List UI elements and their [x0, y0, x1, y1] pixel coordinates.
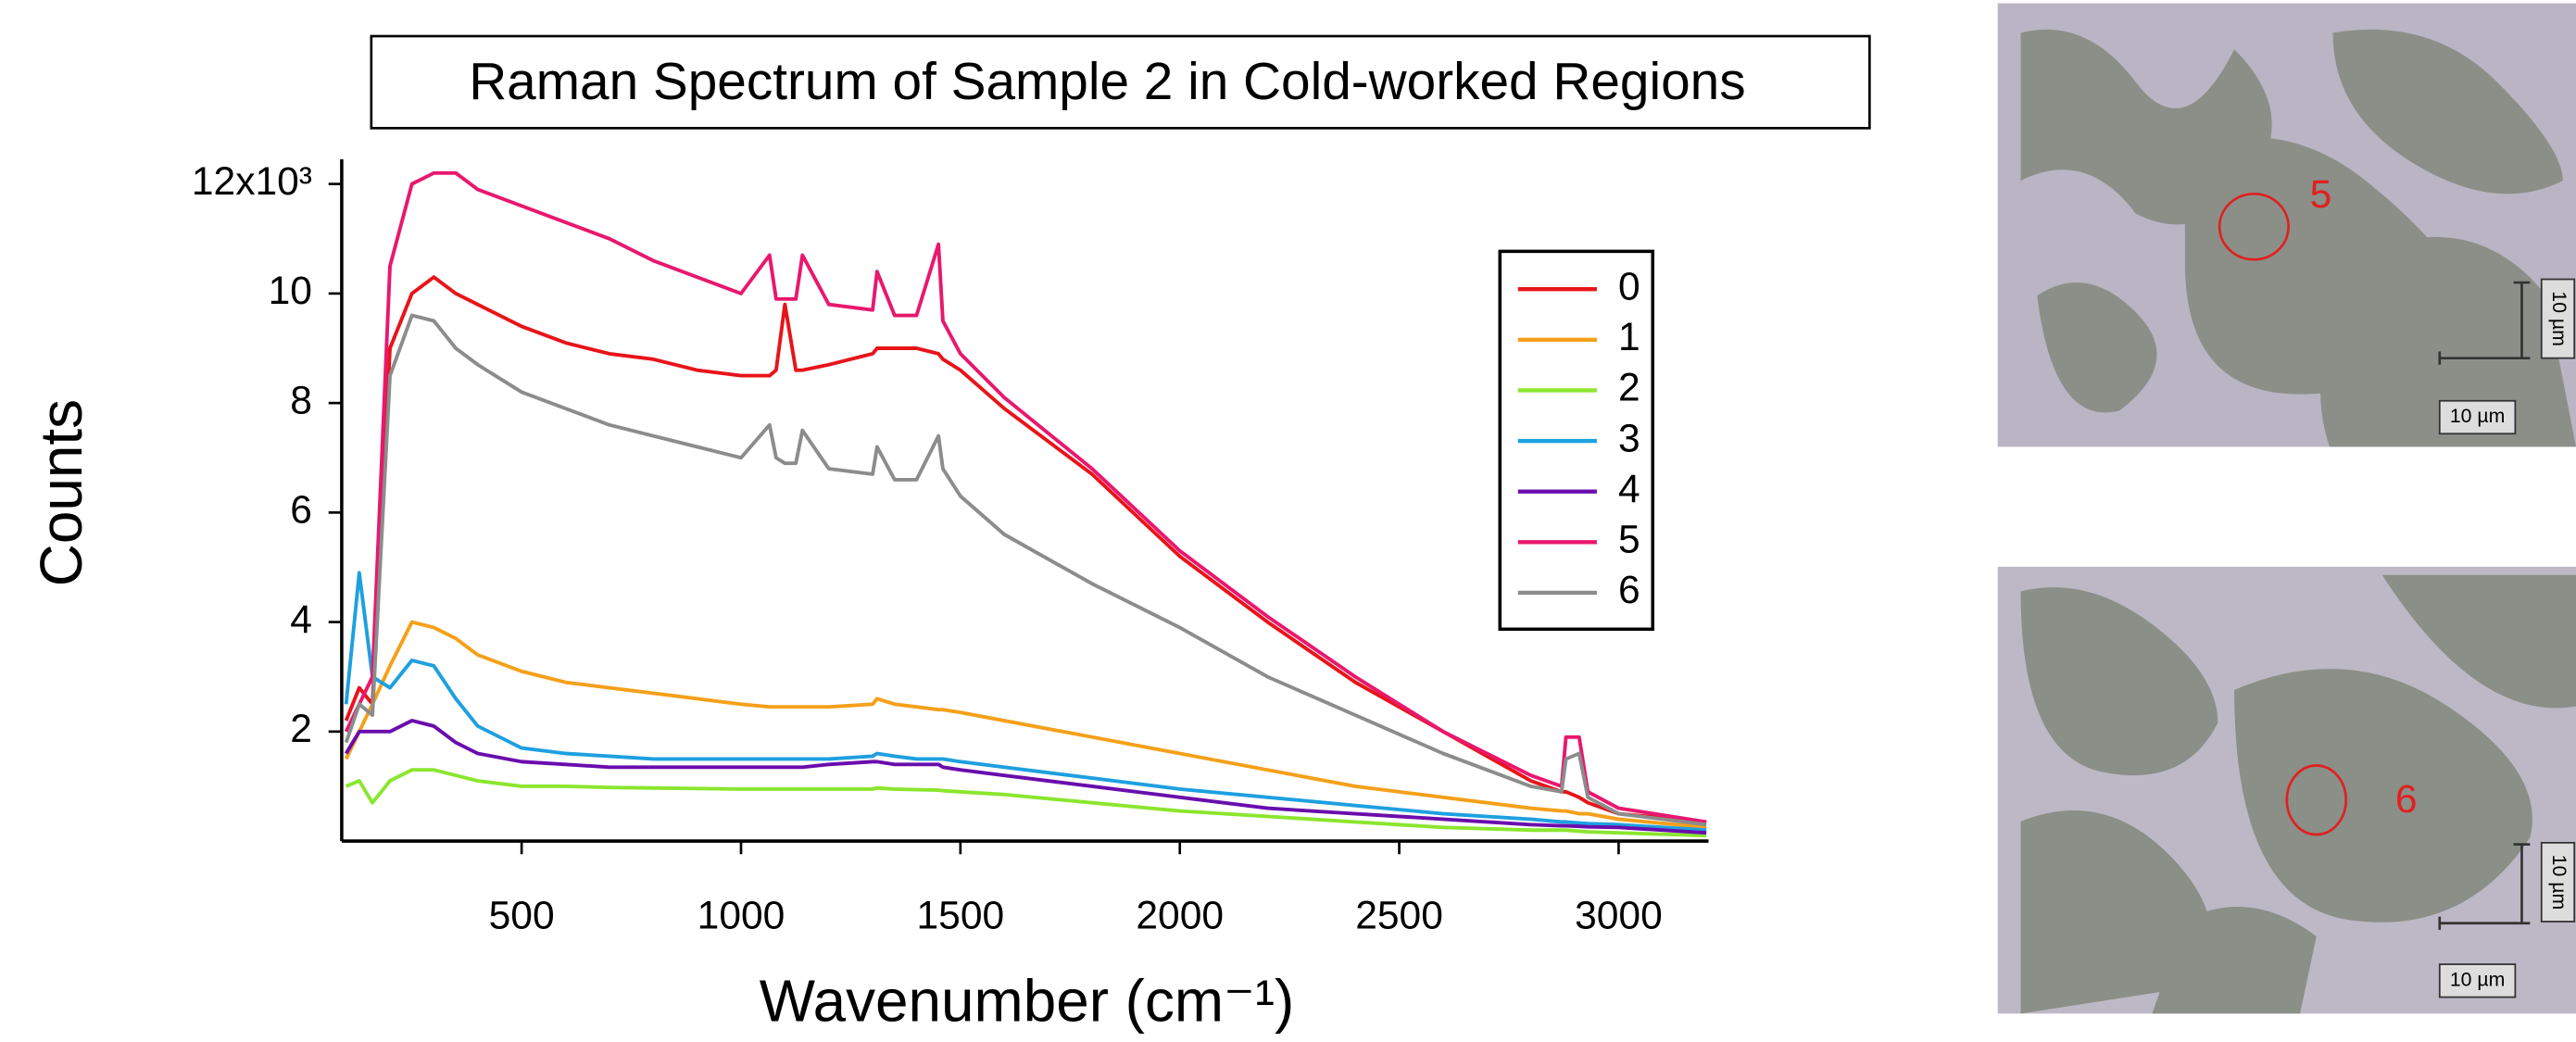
y-tick-label: 10	[269, 269, 312, 313]
data-line	[344, 620, 1707, 830]
micrograph: 5 10 µm 10 µm	[1997, 3, 2576, 447]
chart-title: Raman Spectrum of Sample 2 in Cold-worke…	[469, 53, 1745, 111]
vertical-scale-label: 10 µm	[2548, 855, 2570, 910]
y-tick-label: 8	[290, 378, 312, 422]
data-line	[344, 275, 1707, 824]
scale-label: 10 µm	[2450, 968, 2506, 990]
vertical-scale-label: 10 µm	[2548, 291, 2570, 346]
micrograph: 6 10 µm 10 µm	[1997, 566, 2576, 1014]
micrograph-texture	[2020, 574, 2576, 1014]
marker-label: 5	[2310, 172, 2332, 217]
title-box	[370, 34, 1871, 130]
micrograph-texture	[2020, 29, 2576, 447]
x-tick-label: 3000	[1575, 894, 1663, 938]
y-axis-label: Counts	[28, 399, 94, 586]
vertical-scale-box	[2540, 278, 2576, 359]
legend-label: 4	[1618, 467, 1640, 511]
legend-label: 0	[1618, 264, 1640, 308]
y-tick-label: 4	[290, 597, 312, 642]
vertical-scale-box	[2540, 841, 2576, 923]
data-line	[344, 170, 1707, 824]
scale-label-box	[2438, 963, 2517, 998]
y-tick-label: 2	[290, 707, 312, 751]
x-tick-label: 2500	[1355, 894, 1443, 938]
marker-circle	[2285, 764, 2348, 836]
legend-label: 1	[1618, 315, 1640, 359]
scale-label: 10 µm	[2450, 405, 2506, 427]
marker-circle	[2218, 192, 2290, 261]
data-line	[344, 719, 1707, 835]
marker-label: 6	[2395, 777, 2418, 822]
legend-label: 3	[1618, 416, 1640, 460]
data-line	[344, 313, 1707, 827]
legend-label: 5	[1618, 518, 1640, 562]
scale-bar	[2438, 281, 2531, 365]
legend-label: 6	[1618, 568, 1640, 612]
data-line	[344, 571, 1707, 833]
x-tick-label: 1000	[697, 894, 785, 938]
y-tick-label: 12x10³	[192, 159, 312, 204]
x-tick-label: 500	[489, 894, 555, 938]
legend-label: 2	[1618, 366, 1640, 410]
y-tick-label: 6	[290, 488, 312, 533]
x-axis-label: Wavenumber (cm⁻¹)	[760, 967, 1294, 1034]
data-line	[345, 768, 1707, 838]
x-tick-label: 2000	[1136, 894, 1224, 938]
scale-label-box	[2438, 399, 2517, 435]
x-tick-label: 1500	[917, 894, 1005, 938]
scale-bar	[2438, 843, 2531, 930]
